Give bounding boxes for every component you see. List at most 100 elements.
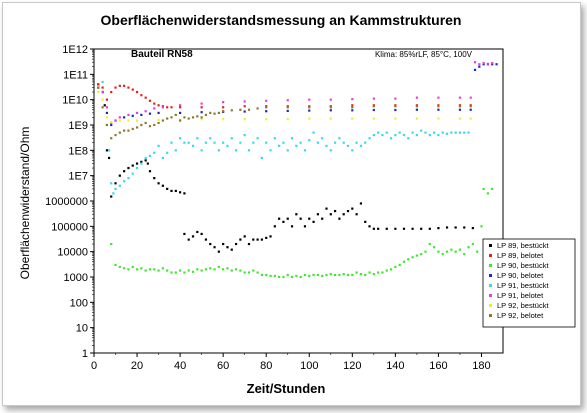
data-point: [230, 137, 233, 140]
data-point: [265, 99, 268, 102]
data-point: [200, 102, 203, 105]
data-point: [372, 273, 375, 276]
data-point: [179, 106, 182, 109]
data-point: [217, 111, 220, 115]
data-point: [118, 84, 121, 87]
data-point: [415, 96, 418, 99]
data-point: [415, 254, 418, 257]
data-point: [127, 166, 130, 170]
data-point: [282, 141, 285, 144]
y-tick-label: 1E10: [62, 95, 88, 107]
legend-label: LP 91, belotet: [497, 291, 544, 300]
data-point: [491, 61, 494, 65]
data-point: [333, 209, 337, 213]
y-tick-label: 1000: [64, 272, 88, 284]
data-point: [355, 141, 358, 144]
data-point: [364, 220, 367, 223]
data-point: [351, 104, 354, 107]
data-point: [482, 187, 485, 191]
data-point: [135, 126, 139, 129]
series-lp-92-belotet-green-: [110, 187, 494, 279]
data-point: [308, 217, 311, 220]
data-point: [222, 141, 225, 144]
data-point: [209, 137, 212, 140]
data-point: [200, 232, 203, 236]
data-point: [321, 137, 324, 140]
data-point: [135, 268, 139, 271]
data-point: [437, 117, 440, 120]
data-point: [118, 265, 121, 269]
data-point: [329, 106, 332, 109]
data-point: [157, 269, 160, 272]
data-point: [385, 227, 388, 230]
data-point: [256, 238, 259, 241]
data-point: [140, 94, 143, 97]
data-point: [312, 131, 315, 134]
data-point: [101, 80, 104, 84]
data-point: [329, 149, 332, 152]
data-point: [273, 274, 276, 278]
data-point: [170, 106, 173, 109]
data-point: [114, 86, 117, 89]
data-point: [243, 105, 246, 108]
data-point: [131, 114, 134, 117]
x-tick-label: 100: [300, 360, 318, 372]
data-point: [308, 106, 311, 109]
data-point: [486, 62, 490, 65]
data-point: [140, 113, 143, 117]
data-point: [153, 268, 156, 271]
data-point: [437, 133, 440, 137]
data-point: [286, 273, 289, 277]
data-point: [110, 137, 113, 140]
series-lp-90-best-ckt: [97, 86, 472, 127]
data-point: [97, 90, 100, 94]
data-point: [153, 102, 156, 105]
data-point: [286, 217, 289, 220]
data-point: [183, 232, 186, 236]
data-point: [127, 129, 130, 132]
data-point: [226, 267, 229, 270]
data-point: [153, 107, 156, 110]
data-point: [420, 129, 423, 132]
y-tick-label: 100000: [51, 221, 88, 233]
data-point: [166, 117, 169, 120]
data-point: [286, 149, 289, 152]
data-point: [110, 121, 113, 124]
data-point: [303, 225, 307, 228]
data-point: [278, 275, 281, 279]
data-point: [329, 213, 332, 216]
data-point: [381, 133, 384, 137]
data-point: [114, 119, 117, 122]
data-point: [469, 105, 472, 108]
data-point: [222, 106, 225, 109]
data-point: [299, 141, 302, 144]
data-point: [411, 131, 414, 134]
data-point: [123, 267, 126, 270]
data-point: [359, 144, 363, 147]
data-point: [454, 250, 457, 253]
data-point: [226, 246, 229, 249]
data-point: [157, 144, 160, 147]
data-point: [495, 63, 498, 66]
data-point: [166, 269, 169, 272]
data-point: [247, 108, 251, 111]
data-point: [342, 141, 345, 144]
data-point: [166, 187, 169, 191]
data-point: [433, 246, 436, 249]
y-tick-label: 1000000: [45, 196, 88, 208]
data-point: [295, 213, 298, 216]
data-point: [213, 246, 216, 249]
data-point: [135, 119, 139, 122]
series-lp-90-belotet: [473, 63, 498, 71]
data-point: [355, 213, 358, 216]
data-point: [473, 68, 477, 71]
data-point: [450, 248, 453, 251]
data-point: [402, 227, 406, 230]
data-point: [97, 86, 100, 89]
legend-label: LP 90, belotet: [497, 271, 544, 280]
axes: 1E121E111E101E91E81E71000000100000100001…: [45, 44, 504, 372]
data-point: [114, 182, 117, 185]
data-point: [441, 253, 444, 256]
legend-label: LP 89, bestückt: [497, 241, 549, 250]
